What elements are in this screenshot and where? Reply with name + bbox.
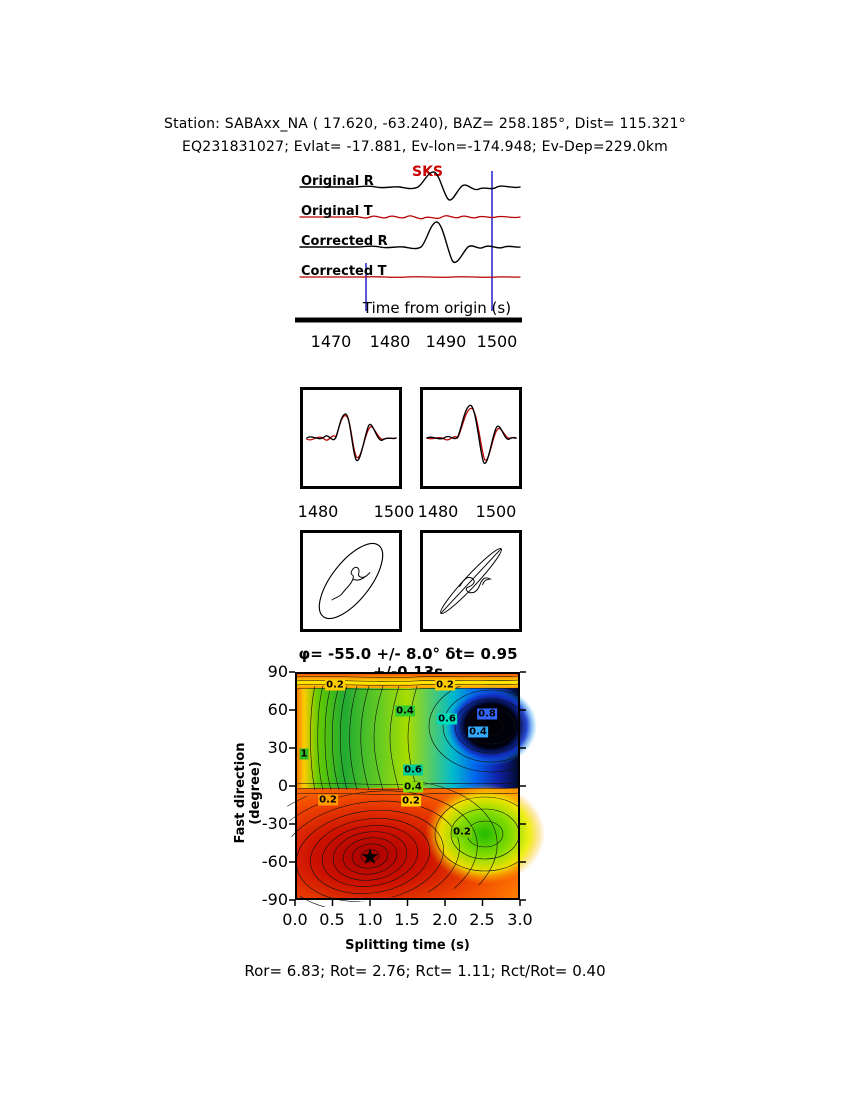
original-r-trace <box>299 171 521 201</box>
time-tick-1500: 1500 <box>476 332 518 351</box>
x-axis-title: Splitting time (s) <box>345 938 470 953</box>
axis-ticks <box>289 671 526 906</box>
motion-diagonal-line <box>440 548 502 614</box>
component-box-corrected <box>420 387 522 489</box>
plot-frame <box>295 672 520 900</box>
event-header-line: EQ231831027; Evlat= -17.881, Ev-lon=-174… <box>181 139 669 155</box>
trace-label-original-t: Original T <box>301 204 373 219</box>
x-tick-10: 1.0 <box>357 910 383 929</box>
y-tick-neg30: -30 <box>261 814 288 833</box>
waveform-traces-plot <box>295 171 522 323</box>
y-tick-30: 30 <box>267 738 288 757</box>
station-header-line: Station: SABAxx_NA ( 17.620, -63.240), B… <box>164 116 686 132</box>
component-tick-2: 1500 <box>373 502 415 521</box>
corrected-t-trace <box>299 276 521 278</box>
ratio-stats-line: Ror= 6.83; Rot= 2.76; Rct= 1.11; Rct/Rot… <box>244 962 606 980</box>
y-tick-neg60: -60 <box>261 852 288 871</box>
x-tick-15: 1.5 <box>394 910 420 929</box>
x-tick-25: 2.5 <box>469 910 495 929</box>
y-tick-90: 90 <box>267 662 288 681</box>
fast-component-trace <box>306 413 397 462</box>
slow-component-trace <box>426 407 517 461</box>
time-tick-1480: 1480 <box>369 332 411 351</box>
x-tick-0: 0.0 <box>282 910 308 929</box>
motion-scribble <box>331 566 371 601</box>
original-t-trace <box>299 215 521 220</box>
time-tick-1470: 1470 <box>310 332 352 351</box>
component-waveforms-corrected <box>426 404 517 465</box>
x-tick-20: 2.0 <box>432 910 458 929</box>
particle-motion-ellipse-plot <box>318 542 384 620</box>
trace-label-corrected-r: Corrected R <box>301 234 388 249</box>
x-tick-05: 0.5 <box>319 910 345 929</box>
motion-ellipse <box>318 542 384 620</box>
component-box-uncorrected <box>300 387 402 489</box>
component-tick-4: 1500 <box>475 502 517 521</box>
component-tick-3: 1480 <box>417 502 459 521</box>
corrected-r-trace <box>299 221 521 264</box>
time-tick-1490: 1490 <box>425 332 467 351</box>
time-axis-title: Time from origin (s) <box>362 299 512 317</box>
error-surface-plot: ★ <box>286 671 545 911</box>
error-surface-colormap <box>295 672 545 900</box>
y-tick-60: 60 <box>267 700 288 719</box>
best-fit-star-icon: ★ <box>360 845 380 870</box>
particle-motion-corrected <box>420 530 522 632</box>
sks-phase-label: SKS <box>412 164 444 180</box>
particle-motion-linear-plot <box>440 547 502 615</box>
trace-label-corrected-t: Corrected T <box>301 264 387 279</box>
trace-label-original-r: Original R <box>301 174 374 189</box>
window-markers <box>365 171 493 311</box>
fast-component-trace <box>426 404 517 465</box>
y-tick-neg90: -90 <box>261 890 288 909</box>
y-tick-0: 0 <box>277 776 288 795</box>
x-tick-30: 3.0 <box>507 910 533 929</box>
component-waveforms-uncorrected <box>306 413 397 462</box>
component-tick-1: 1480 <box>297 502 339 521</box>
particle-motion-original <box>300 530 402 632</box>
motion-scribble <box>459 576 492 594</box>
